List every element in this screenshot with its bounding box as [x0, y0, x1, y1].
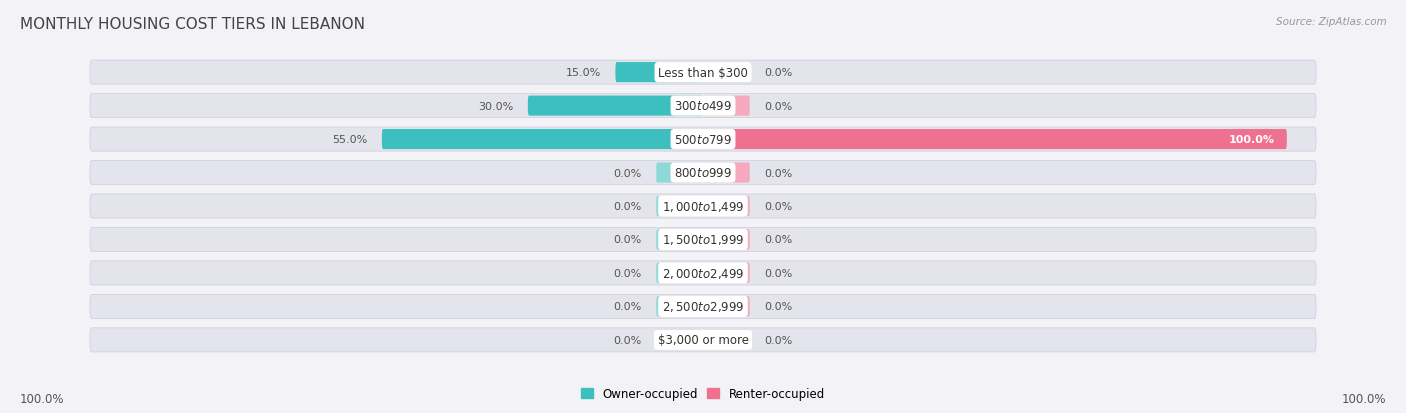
- Text: 0.0%: 0.0%: [613, 235, 641, 245]
- Text: 0.0%: 0.0%: [765, 68, 793, 78]
- Text: 0.0%: 0.0%: [765, 301, 793, 312]
- FancyBboxPatch shape: [703, 163, 749, 183]
- FancyBboxPatch shape: [90, 228, 1316, 252]
- Text: 0.0%: 0.0%: [613, 168, 641, 178]
- FancyBboxPatch shape: [703, 63, 749, 83]
- FancyBboxPatch shape: [703, 197, 749, 216]
- FancyBboxPatch shape: [703, 297, 749, 317]
- FancyBboxPatch shape: [90, 61, 1316, 85]
- Text: 0.0%: 0.0%: [765, 268, 793, 278]
- Text: Source: ZipAtlas.com: Source: ZipAtlas.com: [1275, 17, 1386, 26]
- Text: 0.0%: 0.0%: [765, 202, 793, 211]
- FancyBboxPatch shape: [90, 261, 1316, 285]
- Text: $3,000 or more: $3,000 or more: [658, 334, 748, 347]
- FancyBboxPatch shape: [90, 128, 1316, 152]
- FancyBboxPatch shape: [657, 330, 703, 350]
- Text: 0.0%: 0.0%: [613, 202, 641, 211]
- Text: 0.0%: 0.0%: [613, 268, 641, 278]
- Text: 0.0%: 0.0%: [765, 335, 793, 345]
- Text: $1,000 to $1,499: $1,000 to $1,499: [662, 199, 744, 214]
- Legend: Owner-occupied, Renter-occupied: Owner-occupied, Renter-occupied: [576, 382, 830, 405]
- FancyBboxPatch shape: [657, 263, 703, 283]
- Text: $2,000 to $2,499: $2,000 to $2,499: [662, 266, 744, 280]
- Text: 0.0%: 0.0%: [765, 235, 793, 245]
- FancyBboxPatch shape: [90, 94, 1316, 119]
- FancyBboxPatch shape: [657, 197, 703, 216]
- Text: $300 to $499: $300 to $499: [673, 100, 733, 113]
- FancyBboxPatch shape: [527, 96, 703, 116]
- Text: 0.0%: 0.0%: [613, 301, 641, 312]
- Text: 55.0%: 55.0%: [332, 135, 367, 145]
- FancyBboxPatch shape: [657, 297, 703, 317]
- Text: 15.0%: 15.0%: [565, 68, 600, 78]
- FancyBboxPatch shape: [703, 96, 749, 116]
- Text: 0.0%: 0.0%: [765, 168, 793, 178]
- FancyBboxPatch shape: [90, 294, 1316, 319]
- FancyBboxPatch shape: [703, 130, 1286, 150]
- FancyBboxPatch shape: [703, 330, 749, 350]
- FancyBboxPatch shape: [616, 63, 703, 83]
- Text: 100.0%: 100.0%: [1229, 135, 1275, 145]
- Text: 0.0%: 0.0%: [613, 335, 641, 345]
- Text: $800 to $999: $800 to $999: [673, 166, 733, 180]
- Text: 100.0%: 100.0%: [1341, 392, 1386, 405]
- FancyBboxPatch shape: [703, 230, 749, 250]
- Text: $1,500 to $1,999: $1,500 to $1,999: [662, 233, 744, 247]
- Text: 0.0%: 0.0%: [765, 101, 793, 112]
- FancyBboxPatch shape: [703, 263, 749, 283]
- FancyBboxPatch shape: [90, 161, 1316, 185]
- Text: 30.0%: 30.0%: [478, 101, 513, 112]
- Text: 100.0%: 100.0%: [20, 392, 65, 405]
- Text: MONTHLY HOUSING COST TIERS IN LEBANON: MONTHLY HOUSING COST TIERS IN LEBANON: [20, 17, 364, 31]
- FancyBboxPatch shape: [657, 230, 703, 250]
- FancyBboxPatch shape: [90, 195, 1316, 218]
- Text: $500 to $799: $500 to $799: [673, 133, 733, 146]
- FancyBboxPatch shape: [382, 130, 703, 150]
- FancyBboxPatch shape: [657, 163, 703, 183]
- Text: $2,500 to $2,999: $2,500 to $2,999: [662, 300, 744, 313]
- FancyBboxPatch shape: [90, 328, 1316, 352]
- Text: Less than $300: Less than $300: [658, 66, 748, 79]
